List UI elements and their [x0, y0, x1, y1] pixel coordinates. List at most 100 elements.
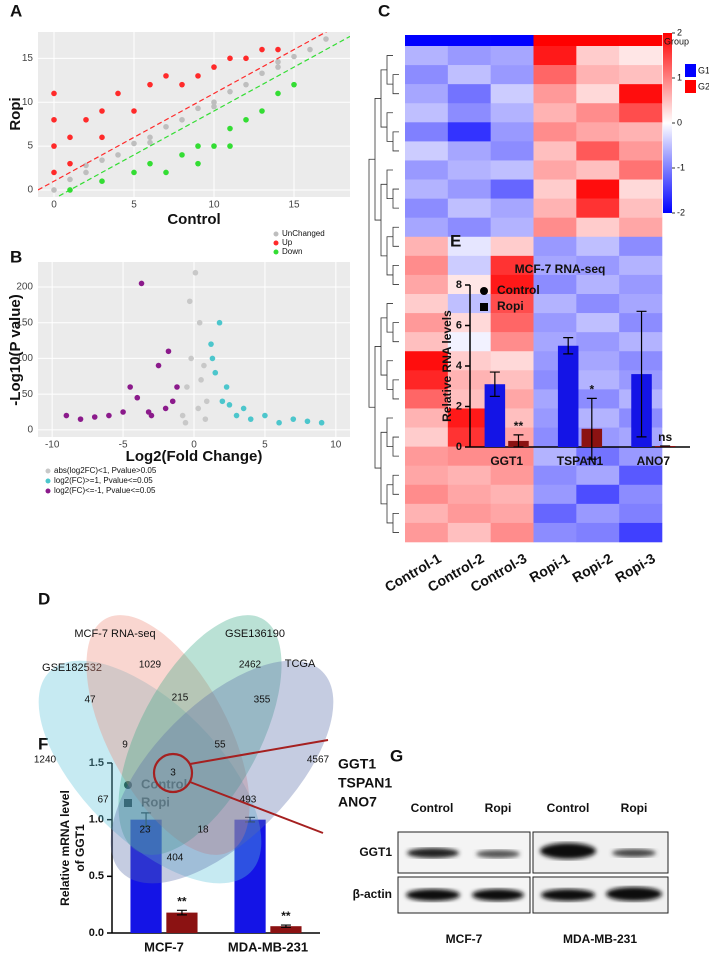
- y-tick-label: 0: [27, 185, 33, 196]
- heatmap-cell: [405, 503, 449, 524]
- point: [67, 134, 73, 141]
- y-tick-label: 0: [456, 441, 462, 453]
- x-tick-label: 5: [131, 200, 137, 211]
- point: [186, 298, 193, 305]
- point: [259, 46, 265, 53]
- points: [63, 269, 325, 426]
- venn-set: [110, 660, 334, 884]
- heatmap-cell: [490, 217, 534, 238]
- lane-label: Control: [547, 801, 590, 815]
- heatmap-cell: [405, 465, 449, 486]
- point: [195, 405, 202, 412]
- point: [99, 108, 105, 114]
- point: [275, 90, 281, 97]
- heatmap-cell: [576, 65, 620, 85]
- dendrogram: [380, 69, 387, 128]
- dendrogram: [386, 236, 393, 276]
- venn-count: 1240: [34, 755, 57, 766]
- legend-label: Up: [282, 238, 293, 247]
- heatmap-cell: [447, 179, 491, 199]
- dendrogram: [374, 98, 381, 221]
- heatmap-cell: [533, 179, 577, 199]
- colorbar-label: 0: [677, 117, 682, 127]
- column-label: Ropi-2: [569, 550, 615, 586]
- heatmap-cell: [490, 484, 534, 505]
- point: [179, 152, 185, 158]
- heatmap-cell: [533, 65, 577, 85]
- point: [83, 162, 89, 169]
- heatmap-cell: [619, 446, 663, 466]
- legend-marker: [124, 799, 132, 807]
- point: [196, 319, 203, 326]
- point: [323, 36, 329, 42]
- group-bar: [490, 35, 534, 46]
- y-tick-label: 1.0: [89, 814, 104, 826]
- dendrogram: [386, 55, 393, 85]
- heatmap-cell: [405, 160, 449, 180]
- bar: [166, 912, 198, 933]
- heatmap-cell: [576, 522, 620, 543]
- heatmap-cell: [405, 217, 449, 238]
- heatmap-cell: [533, 522, 577, 543]
- legend-label: Down: [282, 247, 302, 256]
- point: [165, 348, 172, 355]
- legend-label: Ropi: [141, 794, 170, 809]
- cell-line-label: MCF-7: [446, 932, 483, 946]
- point: [211, 99, 217, 106]
- venn-count: 4567: [307, 755, 330, 766]
- heatmap-cell: [619, 141, 663, 161]
- point: [106, 412, 112, 419]
- heatmap-cell: [576, 122, 620, 142]
- point: [115, 90, 121, 97]
- legend-label: G1: [698, 65, 709, 75]
- point: [188, 355, 194, 362]
- point: [291, 81, 297, 88]
- heatmap-cell: [490, 65, 534, 85]
- error-bar: [563, 337, 574, 355]
- heatmap-cell: [533, 484, 577, 505]
- colorbar: [663, 33, 672, 213]
- legend-title: Group: [664, 36, 689, 46]
- legend-swatch: [685, 80, 696, 93]
- y-axis-label: -Log10(P value): [7, 294, 24, 405]
- heatmap-cell: [447, 503, 491, 524]
- point: [227, 143, 233, 149]
- group-bar: [405, 35, 449, 46]
- heatmap-cell: [490, 332, 534, 352]
- point: [83, 116, 89, 123]
- point: [262, 412, 268, 419]
- threshold-line: [55, 35, 350, 197]
- heatmap-cell: [490, 141, 534, 161]
- point: [202, 416, 209, 422]
- point: [67, 160, 73, 167]
- heatmap-cell: [447, 465, 491, 486]
- legend-marker: [273, 249, 279, 255]
- heatmap-cell: [447, 46, 491, 66]
- point: [195, 143, 201, 149]
- venn-set: [38, 660, 262, 884]
- heatmap-cell: [405, 370, 449, 390]
- venn-count: 23: [139, 825, 151, 836]
- heatmap-cell: [533, 446, 577, 466]
- significance-label: *: [589, 383, 594, 397]
- heatmap-cell: [576, 46, 620, 66]
- cell-line-label: MDA-MB-231: [563, 932, 637, 946]
- point: [275, 59, 281, 65]
- venn-set-label: GSE182532: [42, 662, 102, 674]
- error-bar: [245, 816, 256, 823]
- panel-letter: C: [378, 1, 390, 20]
- point: [155, 362, 162, 369]
- venn-count: 215: [172, 693, 189, 704]
- legend-marker: [124, 781, 132, 789]
- colorbar-label: 2: [677, 27, 682, 37]
- heatmap-cell: [405, 122, 449, 142]
- heatmap-cell: [447, 103, 491, 123]
- heatmap-cell: [405, 389, 449, 409]
- point: [216, 319, 223, 326]
- lane-label: Control: [411, 801, 454, 815]
- bar: [557, 345, 579, 447]
- point: [91, 414, 98, 420]
- heatmap-cell: [405, 46, 449, 66]
- point: [147, 160, 153, 167]
